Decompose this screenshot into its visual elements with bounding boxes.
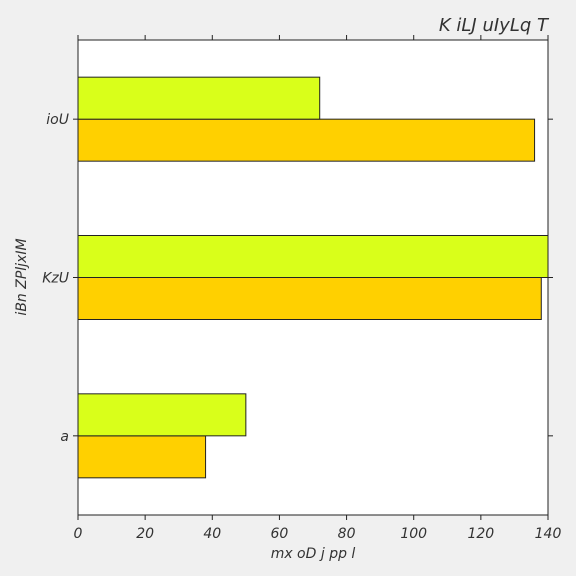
bar-series2-ioU <box>77 76 321 120</box>
chart-title: K iLJ uIyLq T <box>439 15 550 36</box>
x-tick-label-60: 60 <box>271 526 289 542</box>
y-tick-label-a: a <box>60 429 69 445</box>
x-tick-label-80: 80 <box>338 526 356 542</box>
y-tick-label-KzU: KzU <box>42 271 69 287</box>
x-tick-label-0: 0 <box>74 526 83 542</box>
bar-series1-a <box>77 435 207 479</box>
bar-series1-ioU <box>77 118 536 162</box>
bar-series2-a <box>77 393 247 437</box>
y-tick-label-ioU: ioU <box>46 112 69 128</box>
x-tick-label-40: 40 <box>203 526 221 542</box>
ticks-group: a KzU ioU 0 20 40 60 80 100 120 140 <box>42 35 561 542</box>
x-tick-label-20: 20 <box>136 526 154 542</box>
bar-series1-KzU <box>77 277 542 320</box>
y-axis-label: iBn ZPljxIM <box>14 238 30 315</box>
x-axis-label: mx oD j pp l <box>271 546 356 562</box>
bars-group <box>77 76 549 479</box>
x-tick-label-120: 120 <box>467 526 494 542</box>
x-tick-label-140: 140 <box>535 526 562 542</box>
plot-frame <box>77 39 549 516</box>
bar-series2-KzU <box>77 235 549 278</box>
x-tick-label-100: 100 <box>400 526 427 542</box>
